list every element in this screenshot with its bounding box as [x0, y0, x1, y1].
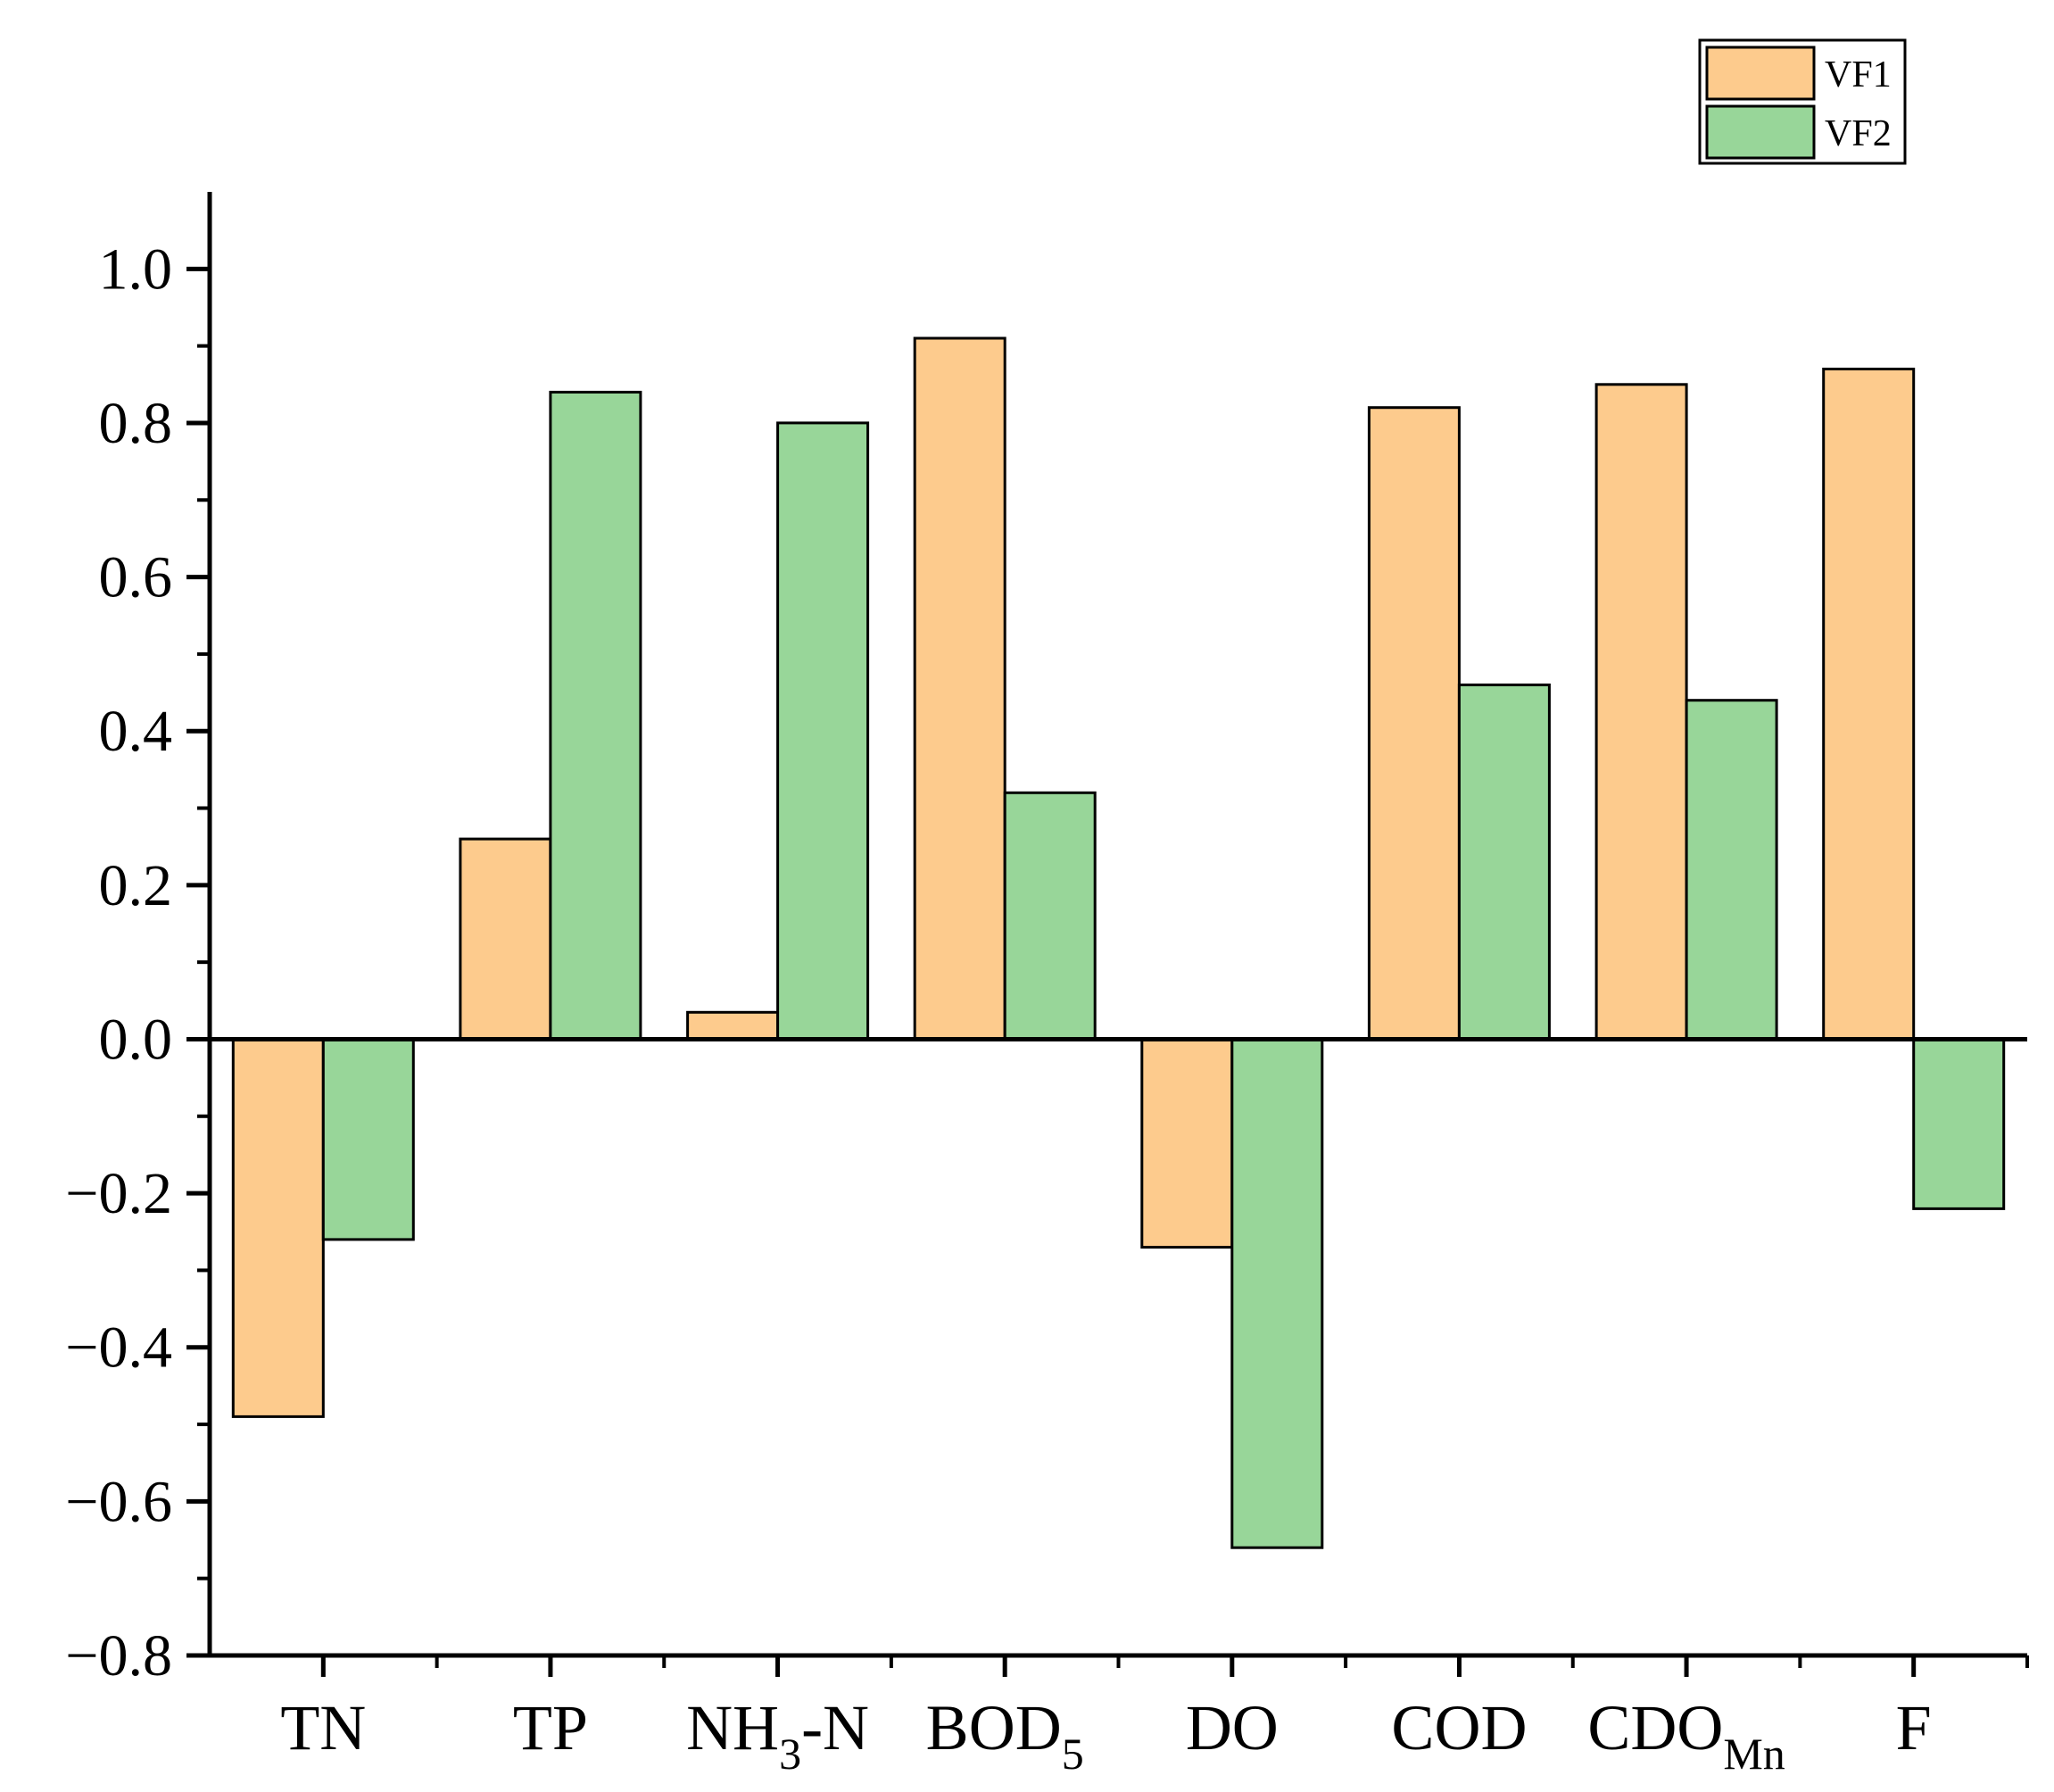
y-tick-label: 0.4: [99, 699, 173, 764]
y-tick-label: 0.0: [99, 1007, 173, 1072]
legend-swatch-vf1: [1705, 46, 1816, 101]
bar-vf1-nh3: [686, 1010, 780, 1041]
bar-vf2-tp: [549, 390, 642, 1041]
x-tick-label: COD: [1391, 1692, 1527, 1763]
bar-vf2-do: [1230, 1038, 1324, 1549]
bar-vf2-f: [1912, 1038, 2006, 1210]
x-tick-label-main: TN: [280, 1692, 366, 1763]
x-tick-label-main: TP: [513, 1692, 588, 1763]
x-tick-label: TP: [513, 1692, 588, 1763]
y-tick-label: 0.6: [99, 545, 173, 610]
bar-vf2-cdomn: [1685, 699, 1778, 1041]
bar-vf2-cod: [1457, 683, 1551, 1041]
x-tick-label-main: NH: [686, 1692, 779, 1763]
bar-vf2-bod5: [1003, 791, 1097, 1041]
bar-vf1-cdomn: [1594, 383, 1688, 1041]
bar-vf2-nh3: [776, 421, 870, 1041]
axes: 1.0 0.8 0.6 0.4 0.2 0.0 −0.2 −0.4 −0.6 −0.8 TN TP NH…: [65, 192, 2029, 1779]
x-tick-label-main: BOD: [926, 1692, 1062, 1763]
y-tick-label: 1.0: [99, 236, 173, 302]
bar-vf1-tp: [459, 837, 552, 1041]
y-tick-label: −0.8: [65, 1623, 172, 1688]
x-tick-label-main: DO: [1186, 1692, 1279, 1763]
bar-vf1-bod5: [913, 336, 1006, 1041]
legend-swatch-vf2: [1705, 104, 1816, 160]
x-tick-label-main: CDO: [1587, 1692, 1723, 1763]
x-tick-label: DO: [1186, 1692, 1279, 1763]
x-tick-label-subscript: Mn: [1723, 1729, 1785, 1779]
x-tick-label: BOD5: [926, 1692, 1084, 1779]
x-tick-label-subscript: 3: [779, 1729, 801, 1779]
x-tick-label: NH3-N: [686, 1692, 869, 1779]
y-tick-label: 0.8: [99, 391, 173, 456]
y-tick-label: −0.2: [65, 1161, 172, 1226]
bar-vf1-f: [1822, 368, 1916, 1041]
x-tick-label-main: F: [1896, 1692, 1932, 1763]
x-tick-label-suffix: -N: [801, 1692, 869, 1763]
y-tick-label: −0.6: [65, 1469, 172, 1534]
bar-vf1-tn: [231, 1038, 325, 1418]
bar-vf1-cod: [1367, 406, 1461, 1041]
x-tick-label: TN: [280, 1692, 366, 1763]
y-tick-label: −0.4: [65, 1315, 172, 1381]
y-tick-label: 0.2: [99, 853, 173, 918]
x-tick-label-subscript: 5: [1062, 1729, 1084, 1779]
bar-vf1-do: [1140, 1038, 1234, 1249]
x-tick-label: CDOMn: [1587, 1692, 1785, 1779]
x-tick-label-main: COD: [1391, 1692, 1527, 1763]
legend-label-vf1: VF1: [1825, 54, 1892, 95]
legend-label-vf2: VF2: [1825, 113, 1892, 154]
bar-vf2-tn: [321, 1038, 415, 1241]
bars: [231, 336, 2006, 1549]
x-tick-label: F: [1896, 1692, 1932, 1763]
